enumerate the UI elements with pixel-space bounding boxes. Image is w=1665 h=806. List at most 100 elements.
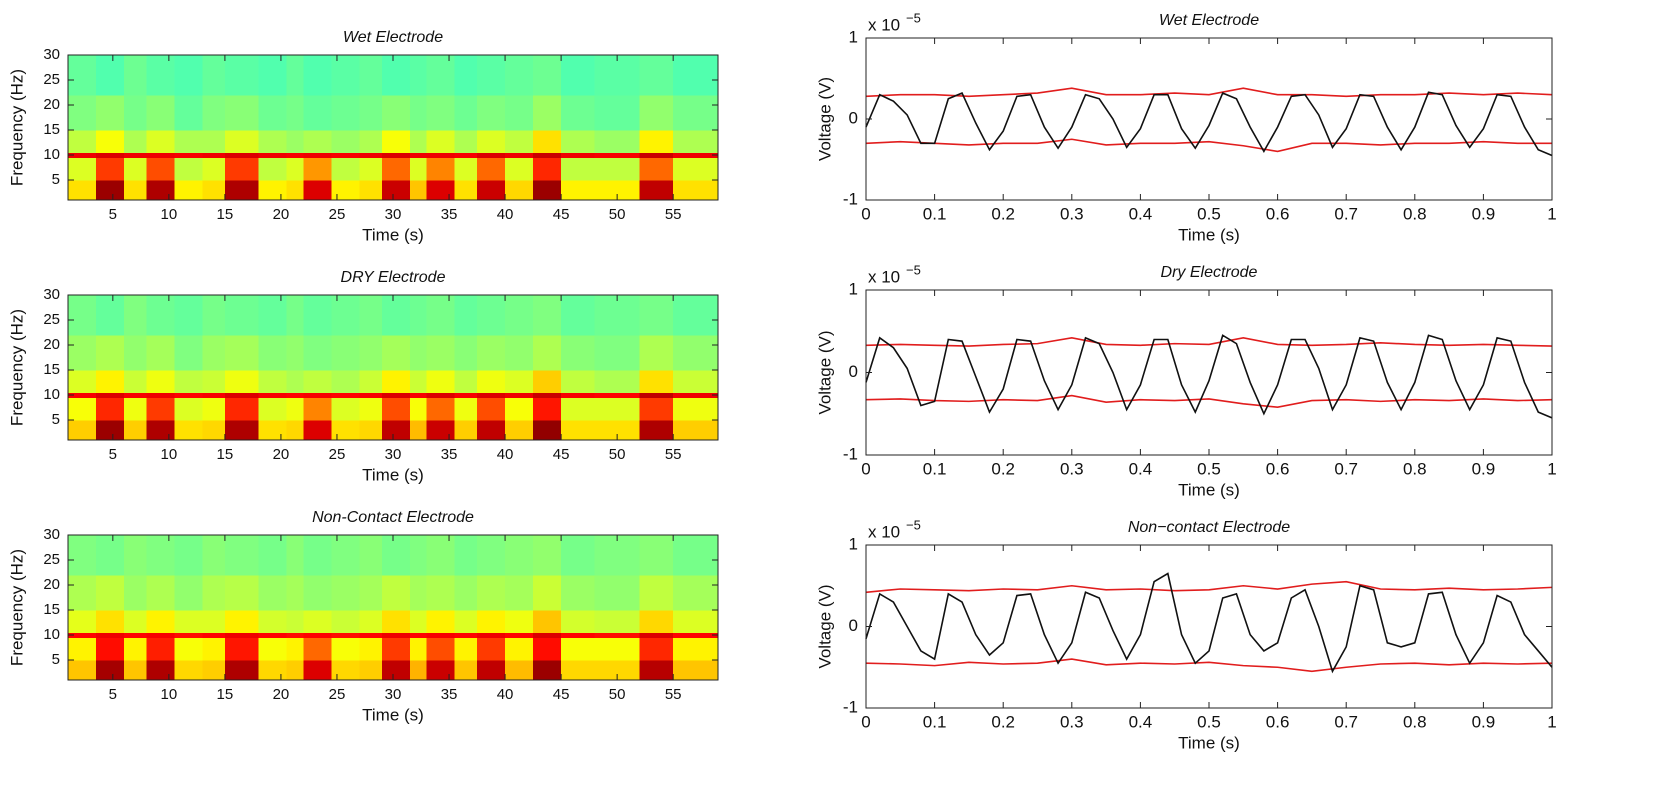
- heat-cell: [381, 130, 411, 153]
- heat-cell: [594, 632, 641, 638]
- y-multiplier: x 10: [868, 522, 900, 541]
- heat-cell: [224, 575, 260, 611]
- heat-cell: [96, 575, 125, 611]
- heat-cell: [533, 575, 562, 611]
- x-axis-label: Time (s): [1178, 225, 1240, 244]
- heat-cell: [258, 295, 288, 336]
- heat-cell: [673, 637, 719, 661]
- heat-cell: [409, 392, 428, 398]
- heat-cell: [673, 180, 719, 201]
- heat-cell: [224, 632, 260, 638]
- x-tick-label: 0.9: [1472, 204, 1496, 223]
- heat-cell: [202, 157, 226, 181]
- heat-cell: [533, 632, 562, 638]
- heat-cell: [303, 95, 332, 131]
- heat-cell: [454, 157, 478, 181]
- heat-cell: [505, 295, 534, 336]
- heat-cell: [639, 95, 674, 131]
- heat-cell: [359, 392, 383, 398]
- heat-cell: [454, 420, 478, 441]
- heat-cell: [454, 397, 478, 421]
- heat-cell: [96, 660, 125, 681]
- x-tick-label: 50: [609, 686, 626, 703]
- heat-cell: [594, 95, 641, 131]
- x-tick-label: 25: [329, 446, 346, 463]
- series-line: [865, 658, 1553, 673]
- heat-cell: [409, 397, 428, 421]
- heat-cell: [533, 397, 562, 421]
- heat-cell: [146, 397, 175, 421]
- heat-cell: [409, 370, 428, 393]
- heat-cell: [639, 632, 674, 638]
- heat-cell: [533, 660, 562, 681]
- heat-cell: [303, 420, 332, 441]
- heat-cell: [68, 637, 97, 661]
- heat-cell: [202, 660, 226, 681]
- heat-cell: [202, 575, 226, 611]
- heat-cell: [561, 55, 596, 96]
- heat-cell: [639, 392, 674, 398]
- heat-cell: [533, 535, 562, 576]
- heatmap-panel: 5 10 15 20 25 30 35 40 45 50 5551015202530Non-Cont…: [7, 509, 719, 724]
- series-line: [865, 580, 1553, 594]
- heat-cell: [286, 420, 304, 441]
- x-tick-label: 25: [329, 206, 346, 223]
- y-exponent: −5: [906, 10, 921, 25]
- heat-cell: [303, 152, 332, 158]
- heat-cell: [258, 95, 288, 131]
- heat-cell: [505, 370, 534, 393]
- y-tick-label: 25: [43, 71, 60, 88]
- heat-cell: [454, 295, 478, 336]
- x-tick-label: 45: [553, 686, 570, 703]
- heat-cell: [594, 610, 641, 633]
- x-tick-label: 10: [161, 206, 178, 223]
- heat-cell: [477, 95, 506, 131]
- heat-cell: [454, 610, 478, 633]
- series-line: [865, 572, 1553, 674]
- heat-cell: [454, 335, 478, 371]
- heat-cell: [477, 157, 506, 181]
- heat-cell: [124, 420, 147, 441]
- heat-cell: [303, 610, 332, 633]
- heat-cell: [258, 180, 288, 201]
- heat-cell: [454, 95, 478, 131]
- heat-cell: [174, 95, 203, 131]
- x-tick-label: 0.5: [1197, 712, 1221, 731]
- heat-cell: [561, 295, 596, 336]
- x-tick-label: 50: [609, 446, 626, 463]
- heat-cell: [639, 55, 674, 96]
- x-tick-label: 40: [497, 446, 514, 463]
- heat-cell: [561, 637, 596, 661]
- x-tick-label: 0.5: [1197, 459, 1221, 478]
- heat-cell: [174, 392, 203, 398]
- heat-cell: [505, 420, 534, 441]
- x-tick-label: 20: [273, 206, 290, 223]
- heat-cell: [594, 295, 641, 336]
- heat-cell: [68, 295, 97, 336]
- heat-cell: [224, 610, 260, 633]
- heat-cell: [426, 157, 456, 181]
- x-tick-label: 30: [385, 206, 402, 223]
- y-exponent: −5: [906, 262, 921, 277]
- heat-cell: [533, 392, 562, 398]
- heat-cell: [224, 637, 260, 661]
- heat-cell: [673, 157, 719, 181]
- x-tick-label: 40: [497, 686, 514, 703]
- heat-cell: [359, 335, 383, 371]
- x-tick-label: 0.4: [1129, 459, 1153, 478]
- heat-cell: [258, 55, 288, 96]
- heat-cell: [533, 95, 562, 131]
- heat-cell: [202, 95, 226, 131]
- heat-cell: [381, 420, 411, 441]
- heat-cell: [331, 420, 360, 441]
- heat-cell: [286, 392, 304, 398]
- heat-cell: [639, 535, 674, 576]
- heat-cell: [68, 660, 97, 681]
- y-tick-label: 25: [43, 311, 60, 328]
- axes-box: [865, 37, 1553, 201]
- heat-cell: [286, 535, 304, 576]
- heat-cell: [286, 295, 304, 336]
- heat-cell: [426, 152, 456, 158]
- heat-cell: [409, 335, 428, 371]
